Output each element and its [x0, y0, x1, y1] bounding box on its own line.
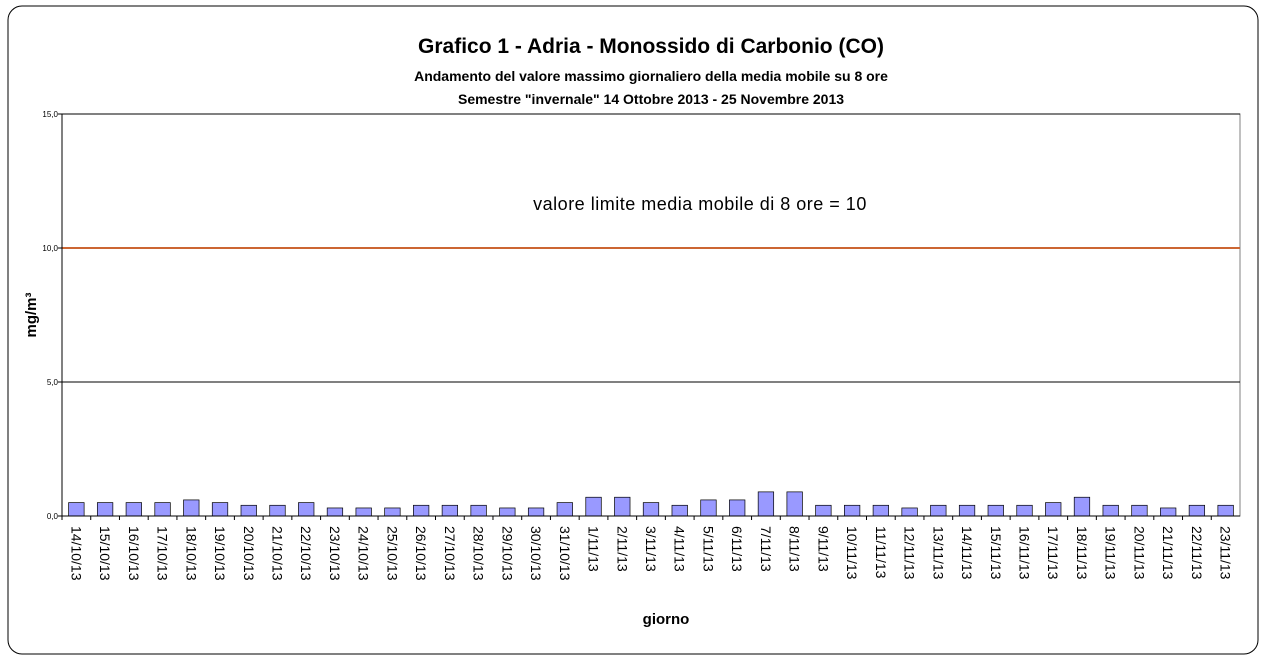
bar: [499, 507, 516, 517]
bar: [154, 502, 171, 517]
bar: [585, 496, 602, 517]
x-tick-label: 21/10/13: [269, 526, 285, 581]
bar: [987, 504, 1004, 517]
x-tick-label: 17/11/13: [1045, 526, 1061, 580]
bar: [872, 504, 889, 517]
x-axis-label: giorno: [643, 611, 690, 628]
x-tick-label: 22/10/13: [298, 526, 314, 581]
x-tick-label: 5/11/13: [700, 526, 716, 572]
y-tick-label: 10,0: [42, 244, 58, 253]
bar: [125, 502, 142, 517]
bar: [298, 502, 315, 517]
x-tick-label: 18/11/13: [1074, 526, 1090, 580]
x-tick-label: 23/11/13: [1218, 526, 1234, 580]
x-tick-label: 20/10/13: [241, 526, 257, 581]
x-tick-label: 28/10/13: [471, 526, 487, 581]
y-tick-label: 5,0: [47, 378, 59, 387]
bar: [671, 504, 688, 517]
bar: [700, 499, 717, 517]
bar: [1160, 507, 1177, 517]
bar: [269, 504, 286, 517]
x-tick-label: 26/10/13: [413, 526, 429, 581]
chart-title: Grafico 1 - Adria - Monossido di Carboni…: [418, 35, 884, 58]
plot-area: [61, 113, 1241, 517]
x-tick-label: 18/10/13: [183, 526, 199, 581]
x-tick-label: 16/11/13: [1017, 526, 1033, 580]
x-tick-label: 15/11/13: [988, 526, 1004, 580]
x-tick-label: 3/11/13: [643, 526, 659, 572]
bar: [556, 502, 573, 517]
x-tick-label: 22/11/13: [1189, 526, 1205, 580]
x-tick-label: 27/10/13: [442, 526, 458, 581]
x-tick-label: 11/11/13: [873, 526, 889, 579]
limit-annotation: valore limite media mobile di 8 ore = 10: [533, 194, 867, 214]
bar: [384, 507, 401, 517]
bar: [68, 502, 85, 517]
bar: [1188, 504, 1206, 517]
bar: [815, 504, 832, 517]
x-tick-label: 19/10/13: [212, 526, 228, 581]
x-tick-label: 1/11/13: [586, 526, 602, 572]
bar: [930, 504, 947, 517]
x-tick-label: 20/11/13: [1131, 526, 1147, 580]
x-tick-label: 24/10/13: [356, 526, 372, 581]
bar: [1131, 504, 1148, 517]
x-tick-label: 25/10/13: [384, 526, 400, 581]
x-tick-label: 2/11/13: [614, 526, 630, 572]
bar: [470, 504, 487, 517]
bar: [527, 507, 545, 517]
y-tick-label: 0,0: [47, 512, 59, 521]
x-tick-label: 30/10/13: [528, 526, 544, 581]
x-tick-label: 10/11/13: [844, 526, 860, 580]
x-tick-label: 17/10/13: [155, 526, 171, 581]
bar: [844, 504, 861, 517]
bar: [901, 507, 918, 517]
bar: [1045, 502, 1062, 517]
x-tick-label: 7/11/13: [758, 526, 774, 572]
bar: [786, 491, 803, 517]
chart-subtitle: Semestre "invernale" 14 Ottobre 2013 - 2…: [458, 91, 844, 107]
bar: [1102, 504, 1119, 517]
bar: [1016, 504, 1033, 517]
chart-subtitle: Andamento del valore massimo giornaliero…: [414, 68, 888, 84]
bar: [211, 502, 229, 517]
x-tick-label: 31/10/13: [557, 526, 573, 581]
x-tick-label: 12/11/13: [902, 526, 918, 580]
x-tick-label: 15/10/13: [97, 526, 113, 581]
bar: [413, 504, 430, 517]
x-tick-label: 8/11/13: [787, 526, 803, 572]
x-tick-label: 23/10/13: [327, 526, 343, 581]
bar: [729, 499, 746, 517]
x-tick-label: 19/11/13: [1103, 526, 1119, 580]
bar: [958, 504, 976, 517]
bar: [326, 507, 344, 517]
bar: [441, 504, 458, 517]
x-tick-label: 6/11/13: [729, 526, 745, 572]
x-tick-label: 14/10/13: [68, 526, 84, 581]
bar: [96, 502, 114, 517]
bar: [757, 491, 775, 517]
x-tick-label: 21/11/13: [1160, 526, 1176, 580]
x-tick-label: 9/11/13: [815, 526, 831, 572]
x-tick-label: 13/11/13: [930, 526, 946, 580]
bar: [355, 507, 372, 517]
bar: [1073, 496, 1091, 517]
x-tick-label: 16/10/13: [126, 526, 142, 581]
x-tick-label: 29/10/13: [499, 526, 515, 581]
x-tick-label: 4/11/13: [672, 526, 688, 572]
bar: [240, 504, 257, 517]
bar: [183, 499, 200, 517]
bar: [1217, 504, 1234, 517]
bar: [614, 496, 631, 517]
y-tick-label: 15,0: [42, 110, 58, 119]
bar: [642, 502, 660, 517]
y-axis-label: mg/m³: [23, 292, 40, 337]
x-tick-label: 14/11/13: [959, 526, 975, 580]
